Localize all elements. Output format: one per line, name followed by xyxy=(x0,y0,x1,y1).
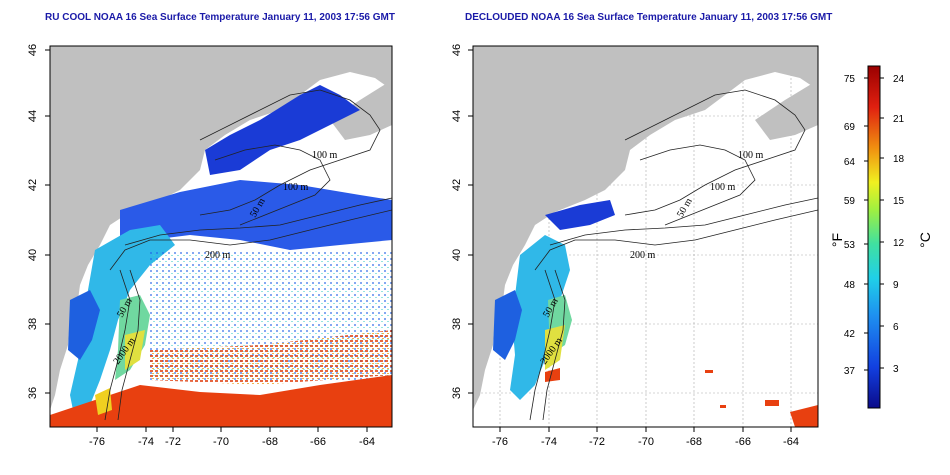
lat-tick-label: 44 xyxy=(27,110,39,122)
declouded-x-axis: -76 -74 -72 -70 -68 -66 -64 xyxy=(492,436,799,448)
lat-tick-label: 40 xyxy=(27,249,39,261)
celsius-tick-label: 18 xyxy=(893,154,905,165)
lat-tick-label: 42 xyxy=(27,179,39,191)
lon-tick-label: -66 xyxy=(735,436,751,448)
declouded-tick-marks xyxy=(468,49,792,432)
fahrenheit-tick-label: 48 xyxy=(844,280,856,291)
lon-tick-label: -68 xyxy=(262,436,278,448)
lat-tick-label: 44 xyxy=(451,110,463,122)
celsius-unit-label: °C xyxy=(917,232,933,248)
raw-panel-title: RU COOL NOAA 16 Sea Surface Temperature … xyxy=(45,12,395,23)
celsius-tick-label: 12 xyxy=(893,238,905,249)
land-mass xyxy=(50,46,392,410)
raw-x-axis: -76 -74 -72 -70 -68 -66 -64 xyxy=(89,436,375,448)
lat-tick-label: 38 xyxy=(27,318,39,330)
lat-tick-label: 38 xyxy=(451,318,463,330)
declouded-sst-map xyxy=(473,46,818,427)
fahrenheit-tick-label: 69 xyxy=(844,122,856,133)
contour-label: 100 m xyxy=(738,150,764,161)
contour-label: 200 m xyxy=(205,250,231,261)
lat-tick-label: 46 xyxy=(27,44,39,56)
raw-y-axis: 36 38 40 42 44 46 xyxy=(27,44,39,399)
lon-tick-label: -70 xyxy=(638,436,654,448)
colorbar-gradient xyxy=(867,65,881,409)
lon-tick-label: -64 xyxy=(359,436,375,448)
contour-label: 200 m xyxy=(630,250,656,261)
contour-label: 100 m xyxy=(312,150,338,161)
celsius-tick-label: 6 xyxy=(893,322,899,333)
lat-tick-label: 36 xyxy=(451,387,463,399)
fahrenheit-unit-label: °F xyxy=(829,233,845,247)
fahrenheit-tick-label: 59 xyxy=(844,196,856,207)
fahrenheit-tick-label: 64 xyxy=(844,157,856,168)
celsius-tick-label: 3 xyxy=(893,364,899,375)
fahrenheit-tick-label: 42 xyxy=(844,329,856,340)
lon-tick-label: -72 xyxy=(589,436,605,448)
raw-tick-marks xyxy=(45,49,368,432)
fahrenheit-tick-label: 37 xyxy=(844,366,856,377)
raw-sst-map xyxy=(50,46,392,427)
bathymetry-contours xyxy=(104,89,392,421)
lon-tick-label: -74 xyxy=(541,436,557,448)
temperature-colorbar: 75 69 64 59 53 48 42 37 24 21 18 15 12 9… xyxy=(829,65,933,409)
lon-tick-label: -76 xyxy=(89,436,105,448)
celsius-tick-label: 9 xyxy=(893,280,899,291)
celsius-tick-label: 24 xyxy=(893,74,905,85)
lat-tick-label: 40 xyxy=(451,249,463,261)
contour-label: 100 m xyxy=(283,182,309,193)
lon-tick-label: -74 xyxy=(138,436,154,448)
lat-tick-label: 36 xyxy=(27,387,39,399)
lon-tick-label: -72 xyxy=(165,436,181,448)
contour-label: 100 m xyxy=(710,182,736,193)
declouded-y-axis: 36 38 40 42 44 46 xyxy=(451,44,463,399)
fahrenheit-tick-label: 53 xyxy=(844,240,856,251)
celsius-tick-label: 15 xyxy=(893,196,905,207)
lon-tick-label: -66 xyxy=(310,436,326,448)
lon-tick-label: -70 xyxy=(213,436,229,448)
lon-tick-label: -64 xyxy=(783,436,799,448)
fahrenheit-tick-label: 75 xyxy=(844,74,856,85)
lat-tick-label: 42 xyxy=(451,179,463,191)
celsius-tick-label: 21 xyxy=(893,114,905,125)
lat-tick-label: 46 xyxy=(451,44,463,56)
lon-tick-label: -76 xyxy=(492,436,508,448)
lon-tick-label: -68 xyxy=(686,436,702,448)
declouded-panel-title: DECLOUDED NOAA 16 Sea Surface Temperatur… xyxy=(465,12,833,23)
